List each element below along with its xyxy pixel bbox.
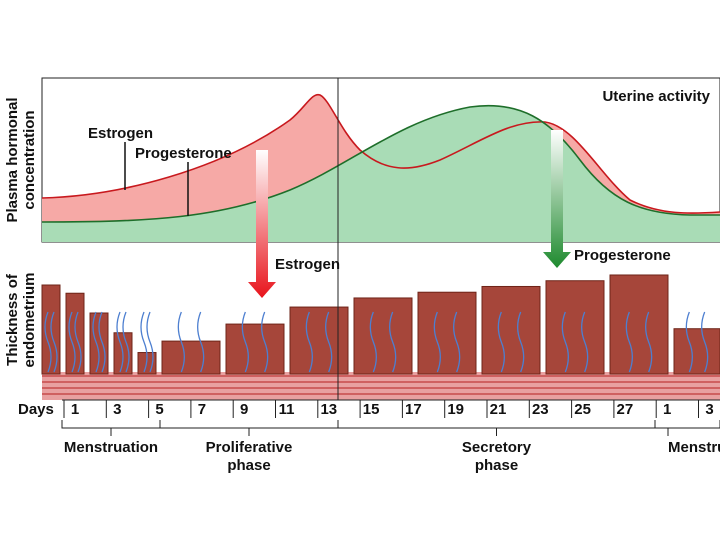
arrow-label: Progesterone xyxy=(574,247,671,264)
spiral-artery xyxy=(44,311,52,373)
spiral-artery xyxy=(581,311,589,373)
spiral-artery xyxy=(261,311,269,373)
phase-label: Menstruation xyxy=(64,439,158,456)
curve-label: Estrogen xyxy=(88,125,153,142)
endometrial-block xyxy=(225,323,285,375)
y-label: Plasma hormonalconcentration xyxy=(4,97,38,222)
spiral-artery xyxy=(177,311,185,373)
spiral-artery xyxy=(645,311,653,373)
days-ticks: 1 3 5 7 9 11 13 15 17 19 21 23 25 27 1 3 xyxy=(63,400,714,418)
spiral-artery xyxy=(116,311,124,373)
hormone-panel: Estrogen Progesterone Uterine activity P… xyxy=(4,77,720,243)
phase-bracket xyxy=(159,420,339,429)
endometrium xyxy=(41,274,720,400)
y-label-line: concentration xyxy=(21,110,38,209)
spiral-artery xyxy=(325,311,333,373)
phase-label: Secretory xyxy=(462,439,532,456)
y-label-line: endometrium xyxy=(21,272,38,367)
spiral-artery xyxy=(517,311,525,373)
endometrial-block xyxy=(481,285,541,375)
spiral-artery xyxy=(122,311,130,373)
spiral-artery xyxy=(197,311,205,373)
day-label: 21 xyxy=(490,401,507,418)
endometrial-block xyxy=(161,340,221,375)
spiral-artery xyxy=(68,311,76,373)
phase-bracket xyxy=(654,420,720,429)
spiral-artery xyxy=(140,311,148,373)
spiral-artery xyxy=(497,311,505,373)
basal-layer xyxy=(42,372,720,400)
phase-bracket xyxy=(61,420,161,429)
y-label: Thickness ofendometrium xyxy=(4,272,38,367)
endometrial-block xyxy=(89,312,109,375)
y-label-line: Plasma hormonal xyxy=(4,97,21,222)
day-label: 25 xyxy=(574,401,591,418)
corner-label: Uterine activity xyxy=(602,88,710,105)
spiral-artery xyxy=(625,311,633,373)
spiral-artery xyxy=(50,311,58,373)
day-label: 15 xyxy=(363,401,380,418)
endometrial-block xyxy=(609,274,669,375)
day-label: 17 xyxy=(405,401,422,418)
phase-label: Proliferative xyxy=(206,439,293,456)
endometrial-block xyxy=(417,291,477,375)
spiral-artery xyxy=(305,311,313,373)
day-label: 3 xyxy=(705,401,713,418)
day-label: 1 xyxy=(663,401,671,418)
y-label-line: Thickness of xyxy=(4,273,21,366)
spiral-artery xyxy=(98,311,106,373)
progesterone-curve xyxy=(41,104,720,223)
progesterone-arrow xyxy=(543,130,571,268)
spiral-artery xyxy=(369,311,377,373)
spiral-artery xyxy=(92,311,100,373)
spiral-artery xyxy=(241,311,249,373)
day-label: 23 xyxy=(532,401,549,418)
phase-bracket xyxy=(337,420,656,429)
spiral-artery xyxy=(74,311,82,373)
endometrial-block xyxy=(353,297,413,375)
curve-label: Progesterone xyxy=(135,145,232,162)
spiral-artery xyxy=(389,311,397,373)
endometrial-block xyxy=(545,280,605,375)
day-label: 5 xyxy=(155,401,163,418)
phases: Menstruation ProliferativephaseSecretoryp… xyxy=(61,420,720,474)
endometrial-block xyxy=(289,306,349,375)
arrow-label: Estrogen xyxy=(275,256,340,273)
estrogen-curve xyxy=(41,93,720,214)
phase-label: phase xyxy=(475,457,518,474)
day-label: 11 xyxy=(279,401,295,418)
day-label: 3 xyxy=(113,401,121,418)
estrogen-arrow xyxy=(248,150,276,298)
day-label: 7 xyxy=(198,401,206,418)
phase-label: Menstruation xyxy=(668,439,720,456)
progesterone-area xyxy=(42,105,720,242)
day-label: 13 xyxy=(320,401,337,418)
spiral-artery xyxy=(701,311,709,373)
spiral-artery xyxy=(146,311,154,373)
day-label: 27 xyxy=(617,401,634,418)
day-label: 19 xyxy=(447,401,464,418)
day-label: 1 xyxy=(71,401,79,418)
phase-label: phase xyxy=(227,457,270,474)
spiral-artery xyxy=(453,311,461,373)
spiral-artery xyxy=(685,311,693,373)
endometrial-block xyxy=(673,328,720,375)
spiral-artery xyxy=(433,311,441,373)
spiral-artery xyxy=(561,311,569,373)
day-label: 9 xyxy=(240,401,248,418)
days-label: Days xyxy=(18,401,54,418)
